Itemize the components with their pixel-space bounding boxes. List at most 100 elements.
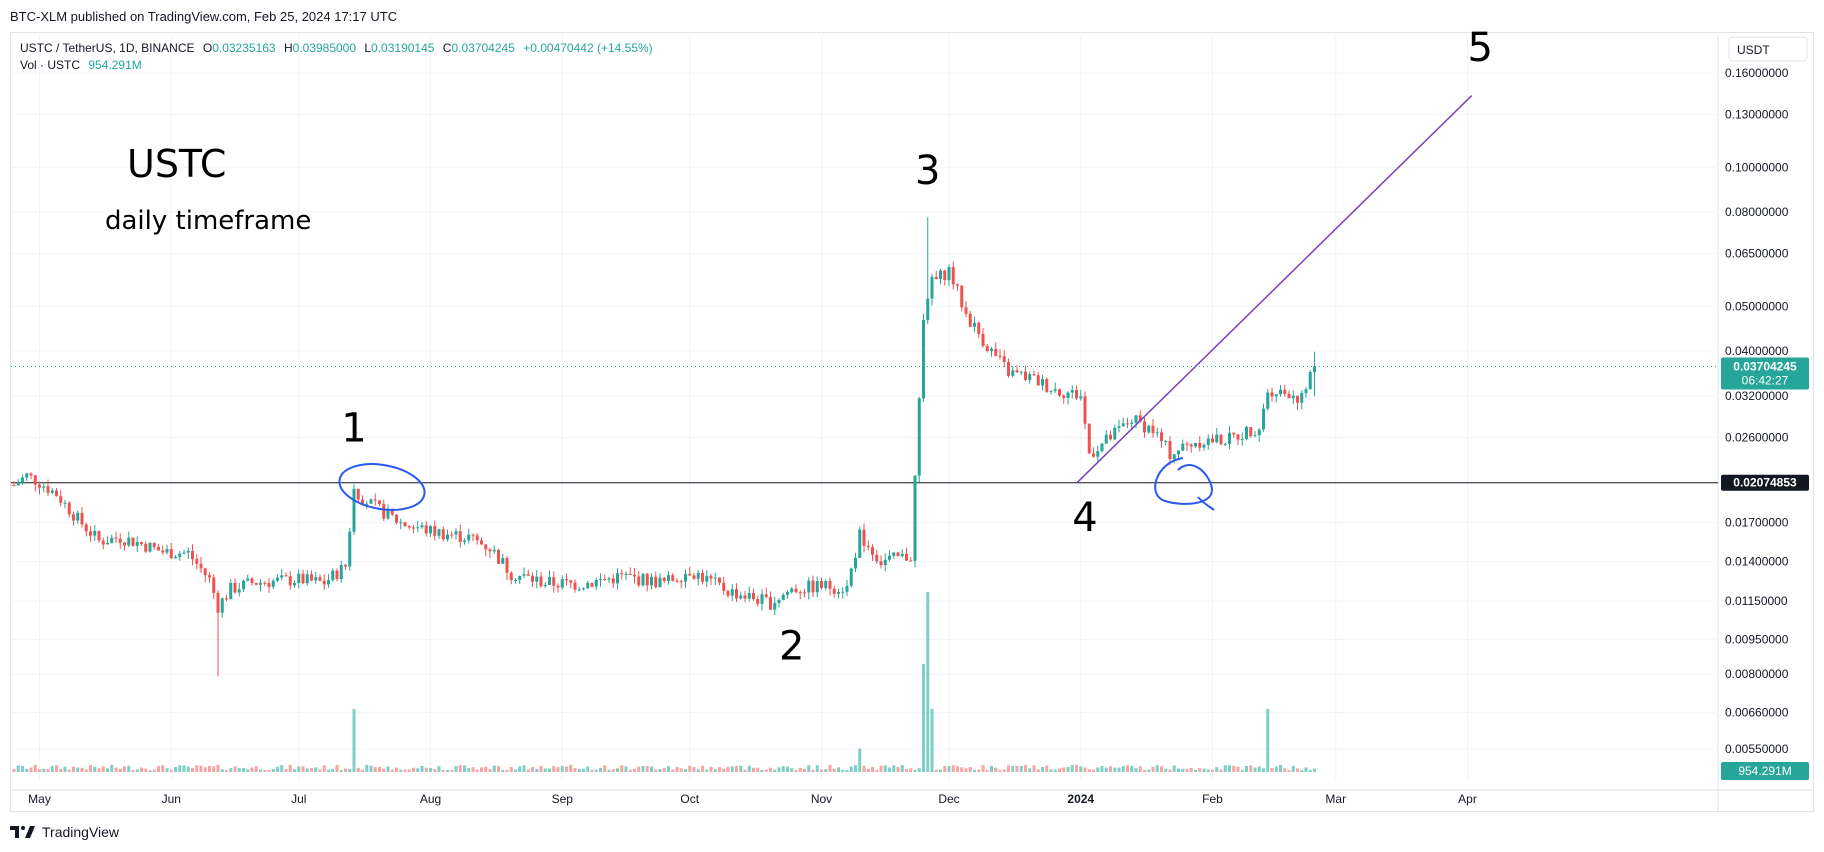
candle-body <box>769 596 772 610</box>
candle-body <box>497 549 500 564</box>
volume-bar <box>760 770 764 772</box>
footer-brand: TradingView <box>42 824 120 840</box>
candle-body <box>305 574 309 584</box>
candle-body <box>1287 393 1291 399</box>
y-tick-label: 0.01150000 <box>1725 594 1788 608</box>
wave-label-3: 3 <box>915 148 940 194</box>
candle-body <box>1228 432 1231 444</box>
candle-body <box>1262 408 1265 430</box>
volume-bar <box>148 770 152 772</box>
volume-bar <box>1100 765 1104 772</box>
chart-legend: USTC / TetherUS, 1D, BINANCE O0.03235163… <box>20 40 658 74</box>
volume-bar <box>701 765 704 772</box>
candle-body <box>484 544 488 550</box>
volume-bar <box>237 768 241 772</box>
volume-bar <box>531 767 534 772</box>
candle-body <box>654 576 658 588</box>
candle-body <box>407 525 411 528</box>
candle-body <box>1087 423 1091 454</box>
candle-body <box>1143 421 1146 433</box>
volume-bar <box>1041 767 1044 772</box>
volume-bar <box>1126 765 1129 772</box>
volume-label[interactable]: Vol · USTC <box>20 58 81 72</box>
candle-body <box>1168 441 1172 460</box>
candle-body <box>1164 441 1168 443</box>
volume-bar <box>293 769 296 772</box>
volume-bar <box>203 767 207 772</box>
volume-bar <box>284 769 288 772</box>
candle-body <box>1202 444 1206 448</box>
volume-bar <box>1313 768 1316 772</box>
volume-bar <box>828 764 832 772</box>
candle-body <box>140 541 143 544</box>
candle-body <box>1083 396 1087 424</box>
candle-body <box>875 554 879 562</box>
candle-body <box>361 499 364 505</box>
candle-body <box>1308 372 1312 390</box>
candle-body <box>492 549 496 552</box>
volume-bar <box>679 768 683 772</box>
volume-bar <box>263 770 267 772</box>
candle-body <box>1041 379 1044 386</box>
volume-bar <box>900 764 904 772</box>
candle-body <box>1058 389 1061 396</box>
candle-body <box>433 526 437 536</box>
candle-body <box>38 484 41 488</box>
candle-body <box>815 581 819 593</box>
publish-info: BTC-XLM published on TradingView.com, Fe… <box>10 9 398 24</box>
volume-bar <box>174 766 177 772</box>
volume-bar <box>633 768 636 772</box>
volume-bar <box>390 769 394 772</box>
volume-bar <box>356 767 360 772</box>
volume-bar <box>718 767 721 772</box>
candle-body <box>671 575 675 581</box>
volume-bar <box>297 766 301 772</box>
volume-bar <box>165 768 169 772</box>
volume-bar <box>505 770 509 772</box>
currency-button-label[interactable]: USDT <box>1737 43 1770 57</box>
candle-body <box>1117 426 1121 428</box>
candle-body <box>1045 379 1049 392</box>
candle-body <box>318 577 322 581</box>
volume-bar <box>752 767 755 772</box>
volume-bar <box>943 766 947 772</box>
volume-bar <box>195 765 199 772</box>
candle-body <box>841 591 845 593</box>
volume-bar <box>1168 769 1172 772</box>
candle-body <box>994 348 998 356</box>
volume-bar <box>773 769 777 772</box>
candle-body <box>713 577 717 579</box>
volume-bar <box>743 769 747 772</box>
volume-bar <box>837 767 840 772</box>
candle-body <box>144 543 148 552</box>
candle-body <box>403 522 407 526</box>
candle-body <box>1181 443 1185 451</box>
volume-bar <box>1070 764 1074 772</box>
candle-body <box>12 485 16 487</box>
candle-body <box>917 398 921 476</box>
candle-body <box>1219 434 1223 445</box>
volume-bar <box>650 766 653 772</box>
volume-bar <box>934 770 938 772</box>
tradingview-logo-icon <box>10 826 35 838</box>
volume-bar <box>1109 766 1112 772</box>
candle-body <box>726 590 730 596</box>
candle-body <box>1011 370 1015 376</box>
candle-body <box>701 572 704 582</box>
symbol-label[interactable]: USTC / TetherUS, 1D, BINANCE <box>20 41 195 55</box>
candle-body <box>1121 423 1125 427</box>
wave-label-4: 4 <box>1072 495 1097 541</box>
volume-bar <box>671 769 675 772</box>
candle-body <box>475 535 479 541</box>
volume-bar <box>437 766 441 772</box>
volume-bar <box>29 767 33 772</box>
volume-bar <box>913 769 917 772</box>
volume-bar <box>55 765 58 772</box>
candle-body <box>344 564 347 567</box>
volume-bar <box>412 767 415 772</box>
volume-bar <box>722 768 726 772</box>
volume-bar <box>1245 765 1248 772</box>
candle-body <box>310 574 313 581</box>
candle-body <box>1283 389 1287 394</box>
